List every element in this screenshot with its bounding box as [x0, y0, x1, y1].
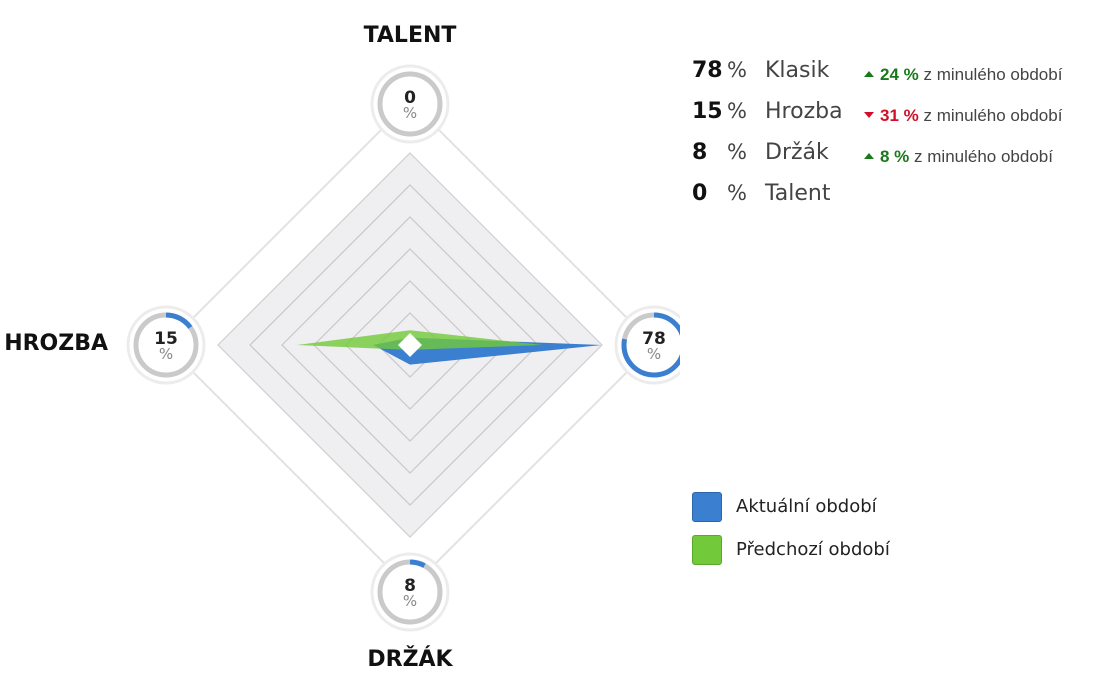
ring-unit-hrozba: %: [159, 345, 173, 363]
legend-item-current[interactable]: Aktuální období: [692, 485, 890, 528]
ring-unit-drzak: %: [403, 592, 417, 610]
chart-legend: Aktuální období Předchozí období: [692, 485, 890, 571]
legend-swatch: [692, 534, 722, 565]
radar-grid-level: [281, 216, 539, 474]
ring-progress-hrozba: [133, 312, 199, 378]
stat-unit: %: [727, 58, 747, 82]
stat-name: Klasik: [765, 58, 830, 83]
stat-change: 24 % z minulého období: [864, 65, 1062, 85]
axis-label-hrozba: HROZBA: [4, 331, 108, 356]
axis-label-drzak: DRŽÁK: [367, 646, 453, 672]
stat-change: 8 % z minulého období: [864, 147, 1053, 167]
stat-suffix: z minulého období: [914, 147, 1053, 166]
ring-track-talent: [377, 71, 443, 137]
arrow-down-icon: [864, 111, 874, 118]
ring-value-hrozba: 15: [154, 329, 178, 349]
ring-progress-drzak: [377, 559, 443, 625]
stat-delta: 31 %: [880, 106, 919, 125]
legend-label: Aktuální období: [736, 496, 877, 517]
stat-value: 0: [692, 181, 708, 206]
radar-grid-level: [345, 280, 475, 410]
center-marker: [398, 333, 422, 357]
stat-unit: %: [727, 181, 747, 205]
ring-value-klasik: 78: [642, 329, 666, 349]
ring-bg-talent: [370, 64, 450, 144]
ring-bg-drzak: [370, 552, 450, 632]
radar-chart: 0%78%8%15%TALENTKLASIKDRŽÁKHROZBA: [4, 23, 680, 672]
stat-unit: %: [727, 99, 747, 123]
stat-suffix: z minulého období: [923, 65, 1063, 84]
stat-delta: 8 %: [880, 147, 910, 166]
ring-progress-klasik: [621, 312, 680, 378]
radar-grid-level: [313, 248, 507, 442]
stat-value: 78: [692, 58, 723, 83]
radar-grid-level: [249, 184, 571, 506]
stat-name: Držák: [765, 140, 829, 165]
legend-label: Předchozí období: [736, 539, 890, 560]
stat-unit: %: [727, 140, 747, 164]
axis-label-talent: TALENT: [364, 23, 457, 48]
stat-suffix: z minulého období: [923, 106, 1063, 125]
radar-series-previous: [296, 330, 543, 350]
legend-item-previous[interactable]: Předchozí období: [692, 528, 890, 571]
ring-bg-hrozba: [126, 305, 206, 385]
arrow-up-icon: [864, 70, 874, 77]
ring-unit-klasik: %: [647, 345, 661, 363]
ring-value-talent: 0: [404, 88, 416, 108]
stat-name: Talent: [765, 181, 831, 206]
stat-delta: 24 %: [880, 65, 919, 84]
ring-value-drzak: 8: [404, 576, 416, 596]
ring-unit-talent: %: [403, 104, 417, 122]
stat-change: 31 % z minulého období: [864, 106, 1062, 126]
stat-name: Hrozba: [765, 99, 843, 124]
legend-swatch: [692, 491, 722, 522]
stat-value: 8: [692, 140, 708, 165]
arrow-up-icon: [864, 152, 874, 159]
stat-value: 15: [692, 99, 723, 124]
